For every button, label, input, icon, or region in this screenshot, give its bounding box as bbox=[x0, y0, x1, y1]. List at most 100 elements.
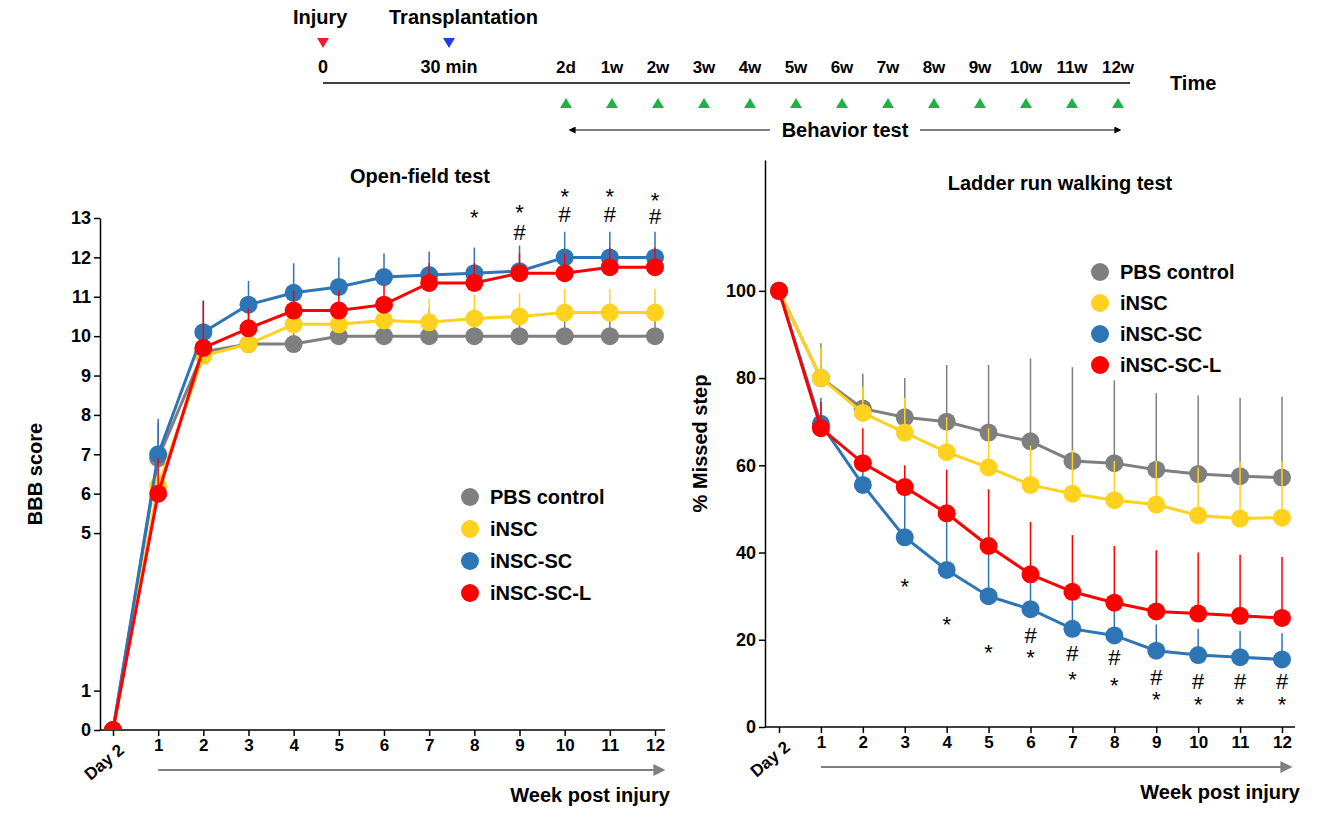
y-axis-line bbox=[765, 161, 767, 728]
error-bar bbox=[1197, 553, 1199, 614]
timeline-axis-label: Time bbox=[1170, 72, 1216, 94]
error-bar bbox=[1072, 367, 1074, 461]
legend-label: iNSC-SC bbox=[1120, 323, 1202, 345]
y-tick-mark bbox=[759, 727, 765, 729]
error-bar bbox=[1197, 396, 1199, 475]
x-tick: 5 bbox=[984, 727, 993, 752]
test-point-label: 11w bbox=[1056, 58, 1088, 77]
x-tick: 5 bbox=[335, 730, 344, 755]
point bbox=[938, 443, 956, 461]
x-arrow bbox=[158, 769, 663, 771]
point bbox=[896, 528, 914, 546]
y-tick-label: 7 bbox=[81, 445, 91, 465]
point bbox=[980, 587, 998, 605]
test-point-label: 2w bbox=[647, 58, 670, 77]
period-arrow bbox=[920, 130, 1120, 131]
legend-marker bbox=[1091, 325, 1109, 343]
significance-mark: * bbox=[900, 574, 909, 599]
y-tick: 1 bbox=[81, 681, 100, 701]
y-tick-label: 100 bbox=[726, 281, 756, 301]
legend: PBS controliNSCiNSC-SCiNSC-SC-L bbox=[1091, 261, 1234, 376]
x-tick-label: 8 bbox=[1110, 733, 1119, 752]
y-tick: 10 bbox=[71, 326, 100, 346]
x-tick: 2 bbox=[859, 727, 868, 752]
test-point-marker bbox=[836, 98, 848, 108]
point bbox=[854, 404, 872, 422]
point bbox=[375, 311, 393, 329]
y-tick-mark bbox=[94, 533, 100, 535]
point bbox=[770, 282, 788, 300]
y-tick-mark bbox=[94, 375, 100, 377]
x-tick-mark bbox=[779, 727, 781, 733]
legend-marker bbox=[1091, 356, 1109, 374]
significance-mark: # bbox=[604, 202, 617, 227]
x-tick-label: 5 bbox=[335, 736, 344, 755]
y-tick-label: 80 bbox=[736, 368, 756, 388]
x-tick-label: 10 bbox=[1189, 733, 1208, 752]
test-point-label: 6w bbox=[831, 58, 854, 77]
series-line bbox=[779, 291, 1282, 660]
x-tick-label: 1 bbox=[154, 736, 163, 755]
legend-label: iNSC bbox=[490, 518, 538, 540]
point bbox=[1147, 496, 1165, 514]
x-tick: 6 bbox=[1026, 727, 1035, 752]
x-tick-label: Day 2 bbox=[81, 740, 128, 784]
point bbox=[149, 485, 167, 503]
legend-marker bbox=[461, 520, 479, 538]
x-tick: 6 bbox=[380, 730, 389, 755]
legend-marker bbox=[461, 488, 479, 506]
point bbox=[938, 504, 956, 522]
point bbox=[1105, 491, 1123, 509]
point bbox=[556, 264, 574, 282]
x-axis-title: Week post injury bbox=[1140, 781, 1301, 803]
x-tick: 10 bbox=[556, 730, 575, 755]
test-point-marker bbox=[698, 98, 710, 108]
point bbox=[601, 304, 619, 322]
x-tick-label: 4 bbox=[942, 733, 952, 752]
significance-mark: * bbox=[984, 640, 993, 665]
point bbox=[1022, 600, 1040, 618]
y-tick-mark bbox=[94, 730, 100, 732]
x-axis-line bbox=[100, 729, 665, 731]
test-point-marker bbox=[882, 98, 894, 108]
point bbox=[104, 721, 122, 730]
x-tick: 4 bbox=[942, 727, 952, 752]
point bbox=[601, 258, 619, 276]
x-tick-label: 6 bbox=[1026, 733, 1035, 752]
point bbox=[938, 561, 956, 579]
significance-mark: * bbox=[1026, 645, 1035, 670]
y-tick: 5 bbox=[81, 523, 100, 543]
y-tick: 0 bbox=[81, 720, 100, 740]
point bbox=[896, 424, 914, 442]
point bbox=[240, 319, 258, 337]
event-marker bbox=[443, 38, 455, 48]
y-tick-mark bbox=[94, 493, 100, 495]
chart-title: Ladder run walking test bbox=[948, 172, 1173, 194]
legend-label: iNSC-SC-L bbox=[1120, 354, 1221, 376]
series-line bbox=[113, 257, 655, 730]
point bbox=[1189, 646, 1207, 664]
point bbox=[194, 339, 212, 357]
y-tick: 7 bbox=[81, 445, 100, 465]
point bbox=[770, 282, 788, 300]
series bbox=[770, 282, 1291, 487]
point bbox=[285, 335, 303, 353]
legend-label: PBS control bbox=[1120, 261, 1234, 283]
y-tick: 60 bbox=[736, 456, 765, 476]
point bbox=[1231, 648, 1249, 666]
x-tick: 11 bbox=[1232, 727, 1250, 752]
y-tick-mark bbox=[94, 690, 100, 692]
series-line bbox=[779, 291, 1282, 618]
timeline: TimeInjury0Transplantation30 min2d1w2w3w… bbox=[293, 6, 1216, 141]
significance-mark: * bbox=[1194, 692, 1203, 717]
significance-mark: # bbox=[1192, 669, 1205, 694]
x-tick-label: 3 bbox=[901, 733, 910, 752]
point bbox=[1147, 642, 1165, 660]
y-axis: 015678910111213 bbox=[71, 208, 101, 740]
y-tick-mark bbox=[94, 454, 100, 456]
point bbox=[511, 307, 529, 325]
timeline-axis bbox=[323, 82, 1130, 84]
x-tick: 12 bbox=[1273, 727, 1292, 752]
x-tick: Day 2 bbox=[81, 730, 128, 784]
y-tick-label: 12 bbox=[71, 248, 91, 268]
